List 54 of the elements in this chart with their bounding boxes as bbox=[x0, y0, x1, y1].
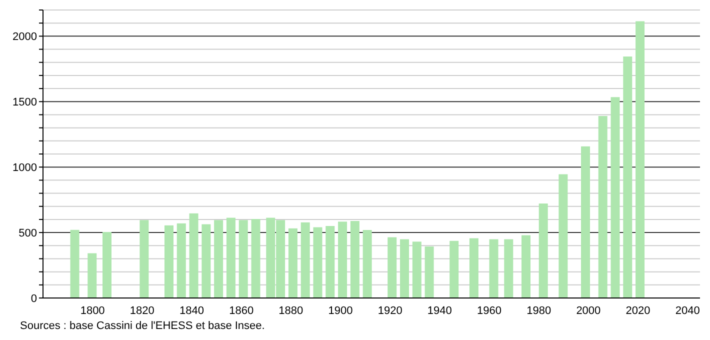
bar bbox=[558, 174, 568, 298]
bar bbox=[251, 219, 260, 298]
x-tick-label: 1860 bbox=[229, 304, 254, 317]
y-tick-label: 1500 bbox=[12, 96, 37, 109]
bar bbox=[412, 242, 422, 298]
x-tick-label: 2020 bbox=[626, 304, 650, 317]
bar bbox=[214, 220, 224, 298]
bar bbox=[623, 56, 632, 298]
bar bbox=[338, 222, 348, 298]
bar bbox=[238, 220, 248, 298]
bar bbox=[202, 224, 211, 298]
x-tick-label: 2040 bbox=[675, 304, 700, 317]
bar bbox=[288, 228, 298, 298]
bar bbox=[226, 218, 236, 298]
x-tick-label: 1820 bbox=[130, 304, 154, 317]
bar bbox=[450, 240, 459, 298]
bar bbox=[176, 223, 186, 298]
bar bbox=[300, 222, 310, 298]
bar bbox=[350, 221, 360, 298]
x-tick-label: 1840 bbox=[180, 304, 204, 317]
bar bbox=[102, 232, 112, 298]
bar bbox=[313, 227, 322, 298]
x-tick-label: 1920 bbox=[378, 304, 402, 317]
bar bbox=[70, 230, 80, 298]
x-tick-label: 2000 bbox=[576, 304, 601, 317]
bar bbox=[538, 203, 548, 298]
bar bbox=[88, 253, 97, 298]
bar bbox=[521, 235, 530, 298]
y-tick-label: 0 bbox=[30, 292, 37, 305]
bar bbox=[326, 226, 335, 298]
y-tick-label: 2000 bbox=[12, 31, 37, 44]
bar bbox=[400, 239, 410, 298]
bar bbox=[362, 230, 372, 298]
bar bbox=[388, 237, 397, 298]
bar bbox=[636, 21, 645, 298]
bar bbox=[469, 238, 478, 298]
bar bbox=[489, 239, 498, 298]
bar bbox=[598, 116, 608, 298]
x-tick-label: 1960 bbox=[477, 304, 502, 317]
bar bbox=[504, 239, 514, 298]
y-tick-label: 1000 bbox=[12, 162, 37, 174]
x-tick-label: 1900 bbox=[328, 304, 353, 317]
source-note: Sources : base Cassini de l'EHESS et base Insee. bbox=[20, 320, 265, 332]
x-tick-label: 1880 bbox=[278, 304, 304, 317]
bar bbox=[140, 220, 149, 298]
bar bbox=[189, 213, 198, 298]
x-tick-label: 1980 bbox=[526, 304, 552, 317]
bar bbox=[610, 97, 620, 298]
bar bbox=[580, 146, 590, 298]
y-tick-label: 500 bbox=[18, 227, 37, 240]
bar bbox=[424, 246, 434, 298]
x-tick-label: 1800 bbox=[80, 304, 105, 317]
x-tick-label: 1940 bbox=[427, 304, 452, 317]
bar bbox=[164, 225, 174, 298]
